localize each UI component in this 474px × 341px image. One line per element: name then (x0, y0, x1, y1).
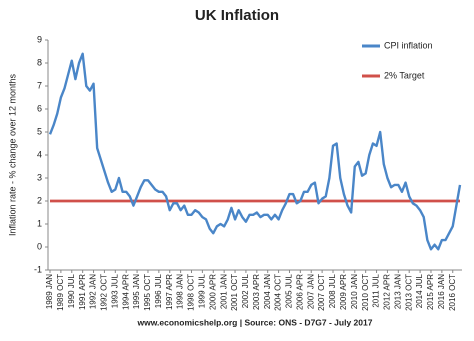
x-tick-label: 2001 OCT (230, 274, 239, 311)
x-tick-label: 1999 JUL (197, 273, 206, 308)
x-tick-label: 1995 OCT (143, 274, 152, 311)
x-tick-label: 2002 JUL (241, 273, 250, 308)
y-tick-label: 7 (37, 80, 42, 90)
x-tick-label: 1992 OCT (100, 274, 109, 311)
x-tick-label: 2016 JAN (437, 274, 446, 309)
x-tick-label: 1992 JAN (89, 274, 98, 309)
x-tick-label: 2013 JAN (393, 274, 402, 309)
x-tick-label: 2010 OCT (361, 274, 370, 311)
x-tick-label: 1996 JUL (154, 273, 163, 308)
x-tick-label: 1991 APR (78, 274, 87, 310)
x-tick-label: 1998 JAN (176, 274, 185, 309)
x-tick-label: 1994 APR (121, 274, 130, 310)
x-tick-label: 2004 OCT (274, 274, 283, 311)
y-tick-label: 1 (37, 218, 42, 228)
x-tick-label: 1995 JAN (132, 274, 141, 309)
x-tick-label: 2012 APR (383, 274, 392, 310)
legend-label: CPI inflation (384, 40, 433, 50)
x-tick-label: 1989 JAN (45, 274, 54, 309)
x-tick-label: 2005 JUL (285, 273, 294, 308)
y-tick-label: 9 (37, 34, 42, 44)
y-tick-label: 5 (37, 126, 42, 136)
x-tick-label: 2009 APR (339, 274, 348, 310)
y-tick-label: 2 (37, 195, 42, 205)
y-tick-label: 4 (37, 149, 42, 159)
x-tick-label: 2006 APR (295, 274, 304, 310)
x-tick-label: 1990 JUL (67, 273, 76, 308)
footer: www.economicshelp.org | Source: ONS - D7… (137, 317, 373, 327)
y-tick-label: 3 (37, 172, 42, 182)
x-tick-label: 2001 JAN (219, 274, 228, 309)
x-tick-label: 2008 JUL (328, 273, 337, 308)
series-line (48, 52, 462, 251)
x-tick-label: 2000 APR (208, 274, 217, 310)
x-tick-label: 2010 JAN (350, 274, 359, 309)
x-tick-label: 2007 OCT (317, 274, 326, 311)
x-tick-label: 1993 JUL (110, 273, 119, 308)
chart-title: UK Inflation (195, 7, 279, 24)
x-tick-label: 2004 JAN (263, 274, 272, 309)
y-tick-label: -1 (34, 264, 42, 274)
x-tick-label: 2013 OCT (404, 274, 413, 311)
y-axis-label: Inflation rate - % change over 12 months (7, 73, 17, 236)
x-tick-label: 1997 APR (165, 274, 174, 310)
y-tick-label: 8 (37, 57, 42, 67)
x-tick-label: 2015 APR (426, 274, 435, 310)
x-tick-label: 2014 JUL (415, 273, 424, 308)
x-tick-label: 2003 APR (252, 274, 261, 310)
x-tick-label: 1989 OCT (56, 274, 65, 311)
x-tick-label: 2016 OCT (448, 274, 457, 311)
x-tick-label: 1998 OCT (187, 274, 196, 311)
x-tick-label: 2007 JAN (306, 274, 315, 309)
y-tick-label: 0 (37, 241, 42, 251)
legend-label: 2% Target (384, 70, 425, 80)
x-tick-label: 2011 JUL (372, 273, 381, 307)
y-tick-label: 6 (37, 103, 42, 113)
